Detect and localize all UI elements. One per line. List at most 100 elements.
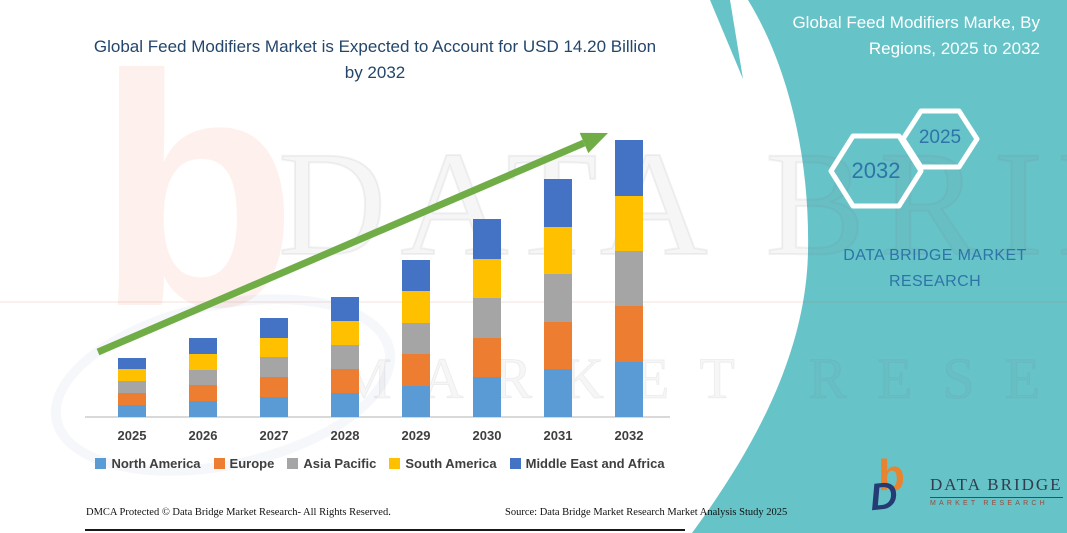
- x-axis-label-2028: 2028: [330, 428, 360, 443]
- bar-2029: [402, 260, 430, 417]
- logo-name: DATA BRIDGE: [930, 475, 1063, 498]
- bar-2032: [615, 140, 643, 417]
- segment-2025-middle-east-and-africa: [118, 357, 146, 370]
- segment-2032-south-america: [615, 195, 643, 251]
- legend-swatch-icon: [287, 458, 299, 469]
- segment-2031-south-america: [544, 226, 572, 275]
- legend-swatch-icon: [213, 458, 225, 469]
- x-axis-label-2025: 2025: [117, 428, 147, 443]
- hexagon-2025-label: 2025: [918, 127, 962, 148]
- brand-text: DATA BRIDGE MARKET RESEARCH: [843, 247, 1027, 290]
- bar-2025: [118, 357, 146, 417]
- legend-item-north-america: North America: [95, 456, 201, 471]
- legend-label: Middle East and Africa: [525, 456, 665, 471]
- segment-2032-asia-pacific: [615, 250, 643, 307]
- legend-label: Europe: [229, 456, 275, 471]
- bar-2026: [189, 338, 217, 417]
- watermark-b-logo: b: [96, 6, 298, 375]
- segment-2031-north-america: [544, 369, 572, 417]
- x-axis-line: [85, 416, 670, 418]
- teal-wedge: [710, 0, 743, 79]
- x-axis-label-2027: 2027: [259, 428, 289, 443]
- segment-2030-middle-east-and-africa: [473, 219, 501, 259]
- segment-2026-north-america: [189, 401, 217, 417]
- segment-2027-middle-east-and-africa: [260, 317, 288, 338]
- segment-2030-asia-pacific: [473, 298, 501, 338]
- segment-2032-middle-east-and-africa: [615, 140, 643, 196]
- chart-title: Global Feed Modifiers Market is Expected…: [93, 37, 657, 83]
- segment-2025-south-america: [118, 369, 146, 382]
- segment-2028-asia-pacific: [331, 345, 359, 370]
- segment-2030-europe: [473, 337, 501, 378]
- logo-d-glyph: D: [867, 474, 900, 520]
- segment-2030-north-america: [473, 377, 501, 417]
- segment-2025-north-america: [118, 405, 146, 417]
- x-axis-label-2029: 2029: [401, 428, 431, 443]
- segment-2028-south-america: [331, 321, 359, 346]
- trend-arrow-head: [579, 132, 608, 154]
- segment-2028-europe: [331, 369, 359, 394]
- x-axis-label-2026: 2026: [188, 428, 218, 443]
- segment-2032-europe: [615, 306, 643, 362]
- legend-label: Asia Pacific: [303, 456, 377, 471]
- panel-heading: Global Feed Modifiers Marke, By Regions,…: [792, 13, 1040, 58]
- legend-item-asia-pacific: Asia Pacific: [287, 456, 376, 471]
- legend-label: North America: [111, 456, 201, 471]
- segment-2026-asia-pacific: [189, 369, 217, 386]
- logo-subtitle: MARKET RESEARCH: [930, 500, 1048, 507]
- segment-2025-asia-pacific: [118, 381, 146, 394]
- segment-2027-asia-pacific: [260, 357, 288, 378]
- segment-2027-north-america: [260, 397, 288, 417]
- trend-arrow-shaft: [96, 139, 586, 356]
- legend-swatch-icon: [95, 458, 107, 469]
- legend-item-south-america: South America: [389, 456, 497, 471]
- chart-legend: North America Europe Asia Pacific South Ame…: [85, 456, 675, 471]
- legend-swatch-icon: [389, 458, 401, 469]
- segment-2028-middle-east-and-africa: [331, 297, 359, 322]
- source-text: Source: Data Bridge Market Research Mark…: [505, 507, 788, 518]
- segment-2031-europe: [544, 321, 572, 370]
- plot-area: 2025 2026 2027 2028 2029 2030 2031 2032: [85, 130, 670, 443]
- segment-2029-europe: [402, 354, 430, 386]
- segment-2027-europe: [260, 377, 288, 398]
- databridge-logo-icon: b D: [868, 454, 920, 520]
- dmca-text: DMCA Protected © Data Bridge Market Rese…: [86, 507, 391, 518]
- segment-2032-north-america: [615, 361, 643, 417]
- segment-2027-south-america: [260, 337, 288, 358]
- legend-label: South America: [405, 456, 497, 471]
- segment-2029-north-america: [402, 385, 430, 417]
- watermark-marketresearch-text: MARKET RESEARCH: [339, 346, 1067, 412]
- segment-2026-middle-east-and-africa: [189, 338, 217, 354]
- segment-2026-europe: [189, 385, 217, 402]
- watermark-rule: [0, 301, 1067, 303]
- bar-2030: [473, 219, 501, 417]
- segment-2029-asia-pacific: [402, 322, 430, 355]
- bar-2028: [331, 297, 359, 417]
- segment-2031-asia-pacific: [544, 274, 572, 322]
- legend-item-europe: Europe: [213, 456, 275, 471]
- watermark-databridge-text: DATA BRIDGE: [277, 120, 1067, 288]
- bar-2027: [260, 317, 288, 417]
- segment-2029-middle-east-and-africa: [402, 260, 430, 292]
- segment-2028-north-america: [331, 393, 359, 417]
- bottom-border-line: [85, 529, 685, 531]
- segment-2029-south-america: [402, 291, 430, 323]
- segment-2025-europe: [118, 393, 146, 406]
- segment-2030-south-america: [473, 258, 501, 299]
- segment-2026-south-america: [189, 353, 217, 370]
- hexagon-2032-label: 2032: [851, 158, 901, 183]
- bar-2031: [544, 179, 572, 417]
- legend-swatch-icon: [509, 458, 521, 469]
- x-axis-label-2032: 2032: [614, 428, 644, 443]
- hexagon-2025-icon: [900, 108, 980, 170]
- hexagon-2032-icon: [828, 133, 924, 209]
- legend-item-middle-east-and-africa: Middle East and Africa: [509, 456, 665, 471]
- x-axis-label-2030: 2030: [472, 428, 502, 443]
- databridge-logo: b D DATA BRIDGE MARKET RESEARCH: [868, 454, 1063, 520]
- segment-2031-middle-east-and-africa: [544, 179, 572, 227]
- logo-b-glyph: b: [878, 451, 905, 500]
- x-axis-label-2031: 2031: [543, 428, 573, 443]
